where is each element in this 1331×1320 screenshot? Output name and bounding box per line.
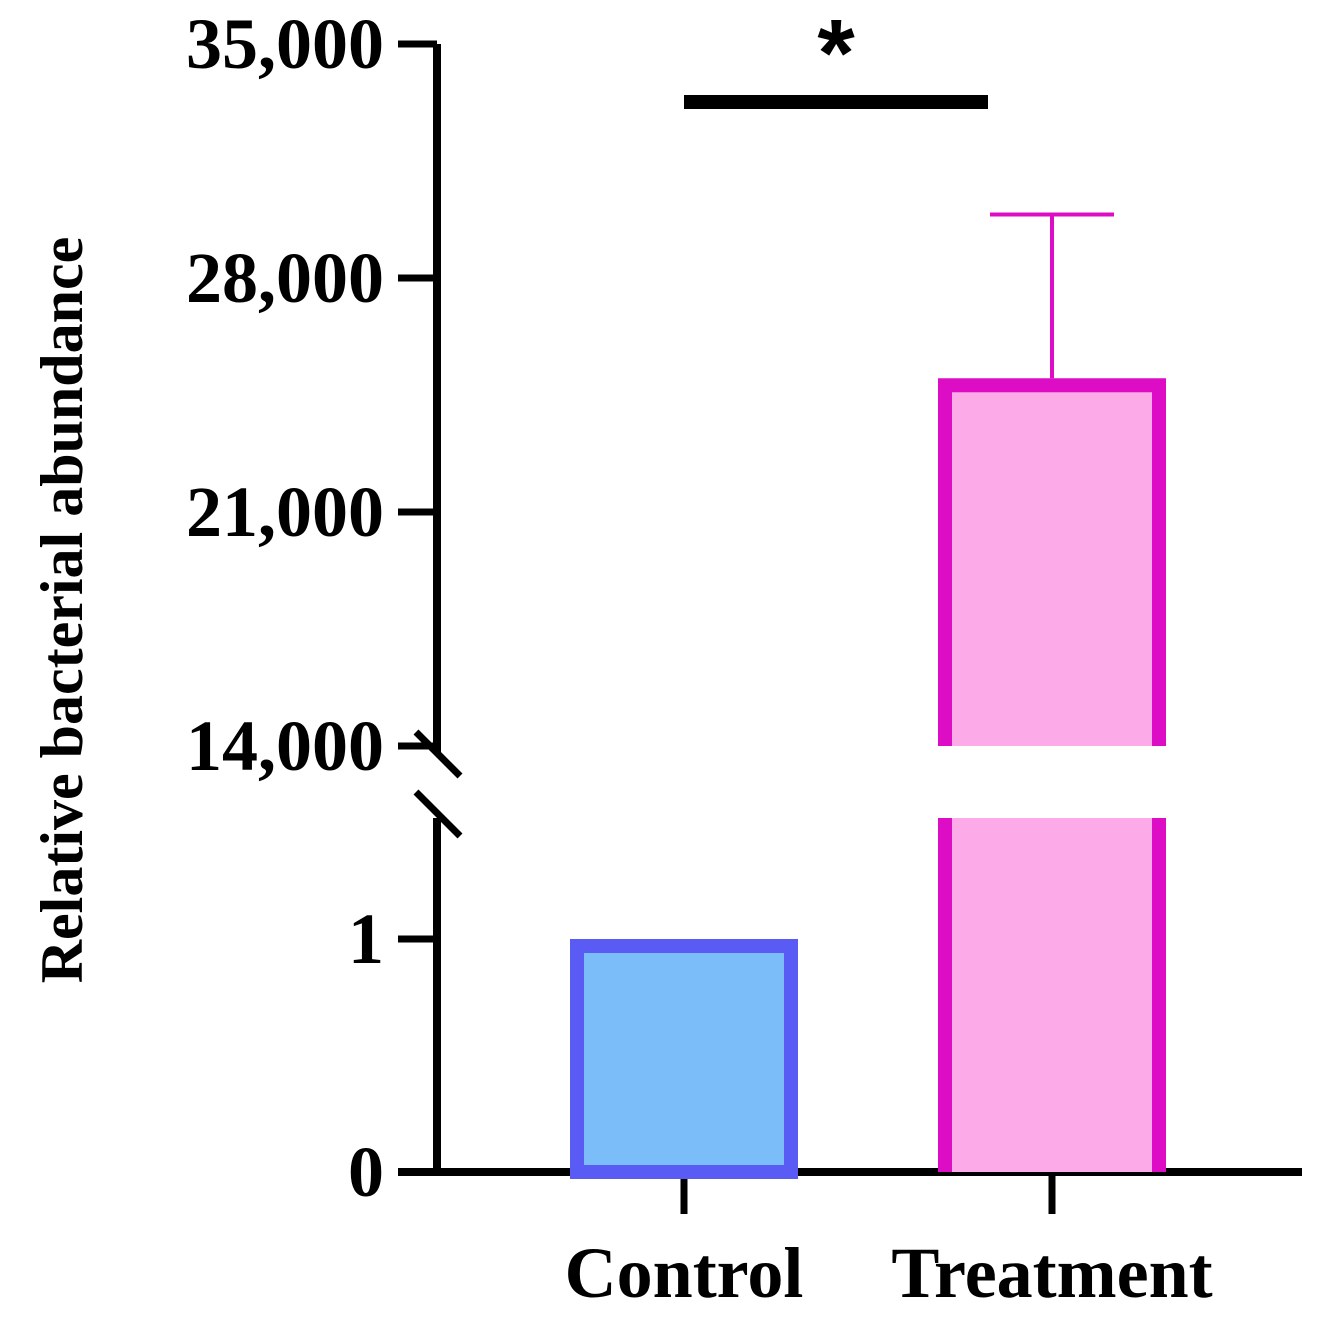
y-tick-label: 21,000 xyxy=(186,472,384,552)
y-tick-label: 0 xyxy=(348,1132,384,1212)
y-tick-label: 28,000 xyxy=(186,238,384,318)
significance-label: * xyxy=(817,0,855,107)
y-tick-label: 35,000 xyxy=(186,4,384,84)
x-tick-label: Control xyxy=(565,1233,804,1313)
axis-break-mark-upper xyxy=(413,729,463,779)
labels: 0 1 14,000 21,000 28,000 35,000 Control Treatme… xyxy=(186,0,1213,1313)
x-tick-label: Treatment xyxy=(891,1233,1212,1313)
bar-lower-fill xyxy=(945,818,1159,1172)
axes xyxy=(398,40,1302,1214)
y-tick-label: 14,000 xyxy=(186,706,384,786)
bar-upper-fill xyxy=(945,385,1159,746)
axis-break-mark-lower xyxy=(413,789,463,839)
y-tick-label: 1 xyxy=(348,899,384,979)
bars xyxy=(570,212,1166,1179)
y-axis-title: Relative bacterial abundance xyxy=(29,237,95,984)
bar xyxy=(570,939,798,1179)
bar-upper-outline xyxy=(938,378,1166,746)
